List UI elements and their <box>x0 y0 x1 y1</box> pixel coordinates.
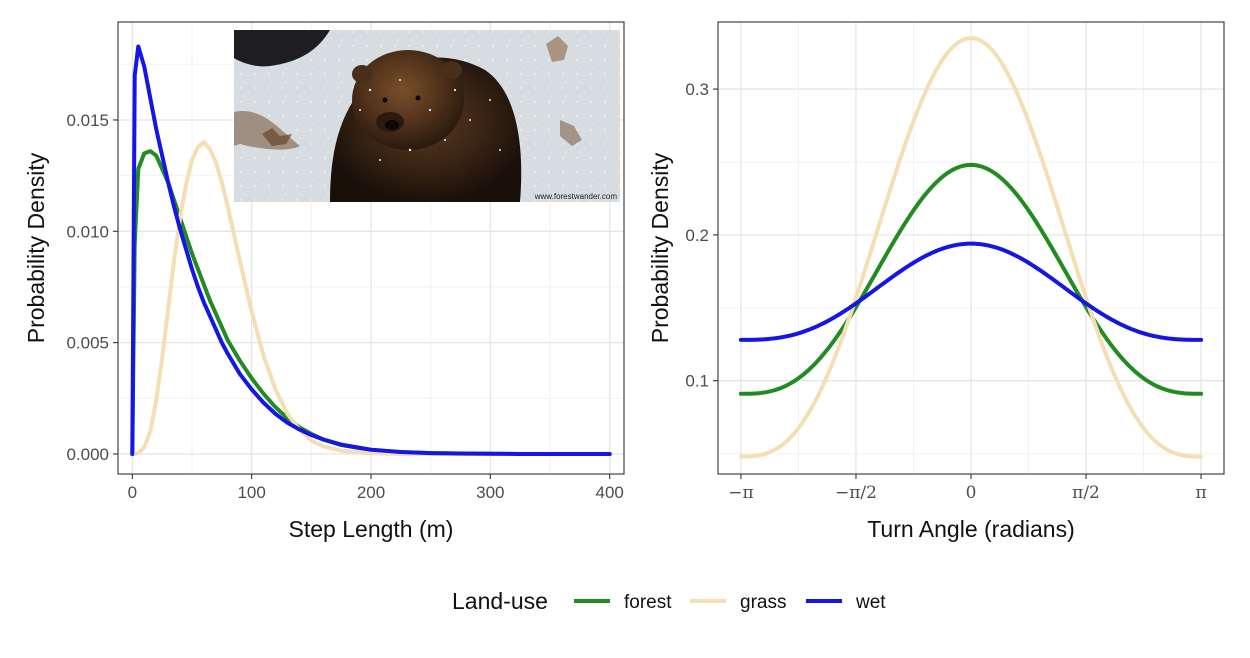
y-tick-label: 0.005 <box>66 334 109 353</box>
right-gridlines <box>718 22 1224 474</box>
legend-title: Land-use <box>452 588 548 614</box>
x-tick-label: −π/2 <box>835 483 877 503</box>
right-series-lines <box>738 36 1204 459</box>
left-axis-ticks: 0 100 200 300 400 0.000 0.005 0.010 0.015 <box>66 111 623 502</box>
left-series-lines <box>130 44 612 456</box>
x-tick-label: π <box>1195 483 1206 503</box>
x-tick-label: 0 <box>128 483 137 502</box>
x-tick-label: 400 <box>595 483 623 502</box>
left-y-axis-title: Probability Density <box>23 152 49 343</box>
inset-photo: www.forestwander.com <box>234 30 620 203</box>
x-tick-label: 200 <box>357 483 385 502</box>
right-panel: −π −π/2 0 π/2 π 0.1 0.2 0.3 Turn Angle (radians… <box>647 21 1225 542</box>
y-tick-label: 0.000 <box>66 445 109 464</box>
x-tick-label: 100 <box>237 483 265 502</box>
legend-label-grass: grass <box>740 592 786 613</box>
y-tick-label: 0.2 <box>685 226 709 245</box>
y-tick-label: 0.015 <box>66 111 109 130</box>
legend-label-forest: forest <box>624 592 672 613</box>
right-axis-ticks: −π −π/2 0 π/2 π 0.1 0.2 0.3 <box>685 80 1206 503</box>
inset-photo-watermark: www.forestwander.com <box>534 192 618 201</box>
right-y-axis-title: Probability Density <box>647 152 673 343</box>
y-tick-label: 0.010 <box>66 222 109 241</box>
left-x-axis-title: Step Length (m) <box>289 516 454 542</box>
right-x-axis-title: Turn Angle (radians) <box>867 516 1075 542</box>
x-tick-label: −π <box>728 483 753 503</box>
y-tick-label: 0.1 <box>685 372 709 391</box>
y-tick-label: 0.3 <box>685 80 709 99</box>
legend-label-wet: wet <box>855 592 886 613</box>
series-line-grass <box>738 36 1204 459</box>
left-panel: www.forestwander.com 0 100 200 300 4000.0000… <box>23 21 625 542</box>
series-line-wet <box>130 44 612 456</box>
x-tick-label: 0 <box>966 483 977 503</box>
series-line-forest <box>738 162 1204 396</box>
series-line-wet <box>738 241 1204 342</box>
x-tick-label: π/2 <box>1072 483 1100 503</box>
legend: Land-use forest grass wet <box>452 588 886 614</box>
x-tick-label: 300 <box>476 483 504 502</box>
